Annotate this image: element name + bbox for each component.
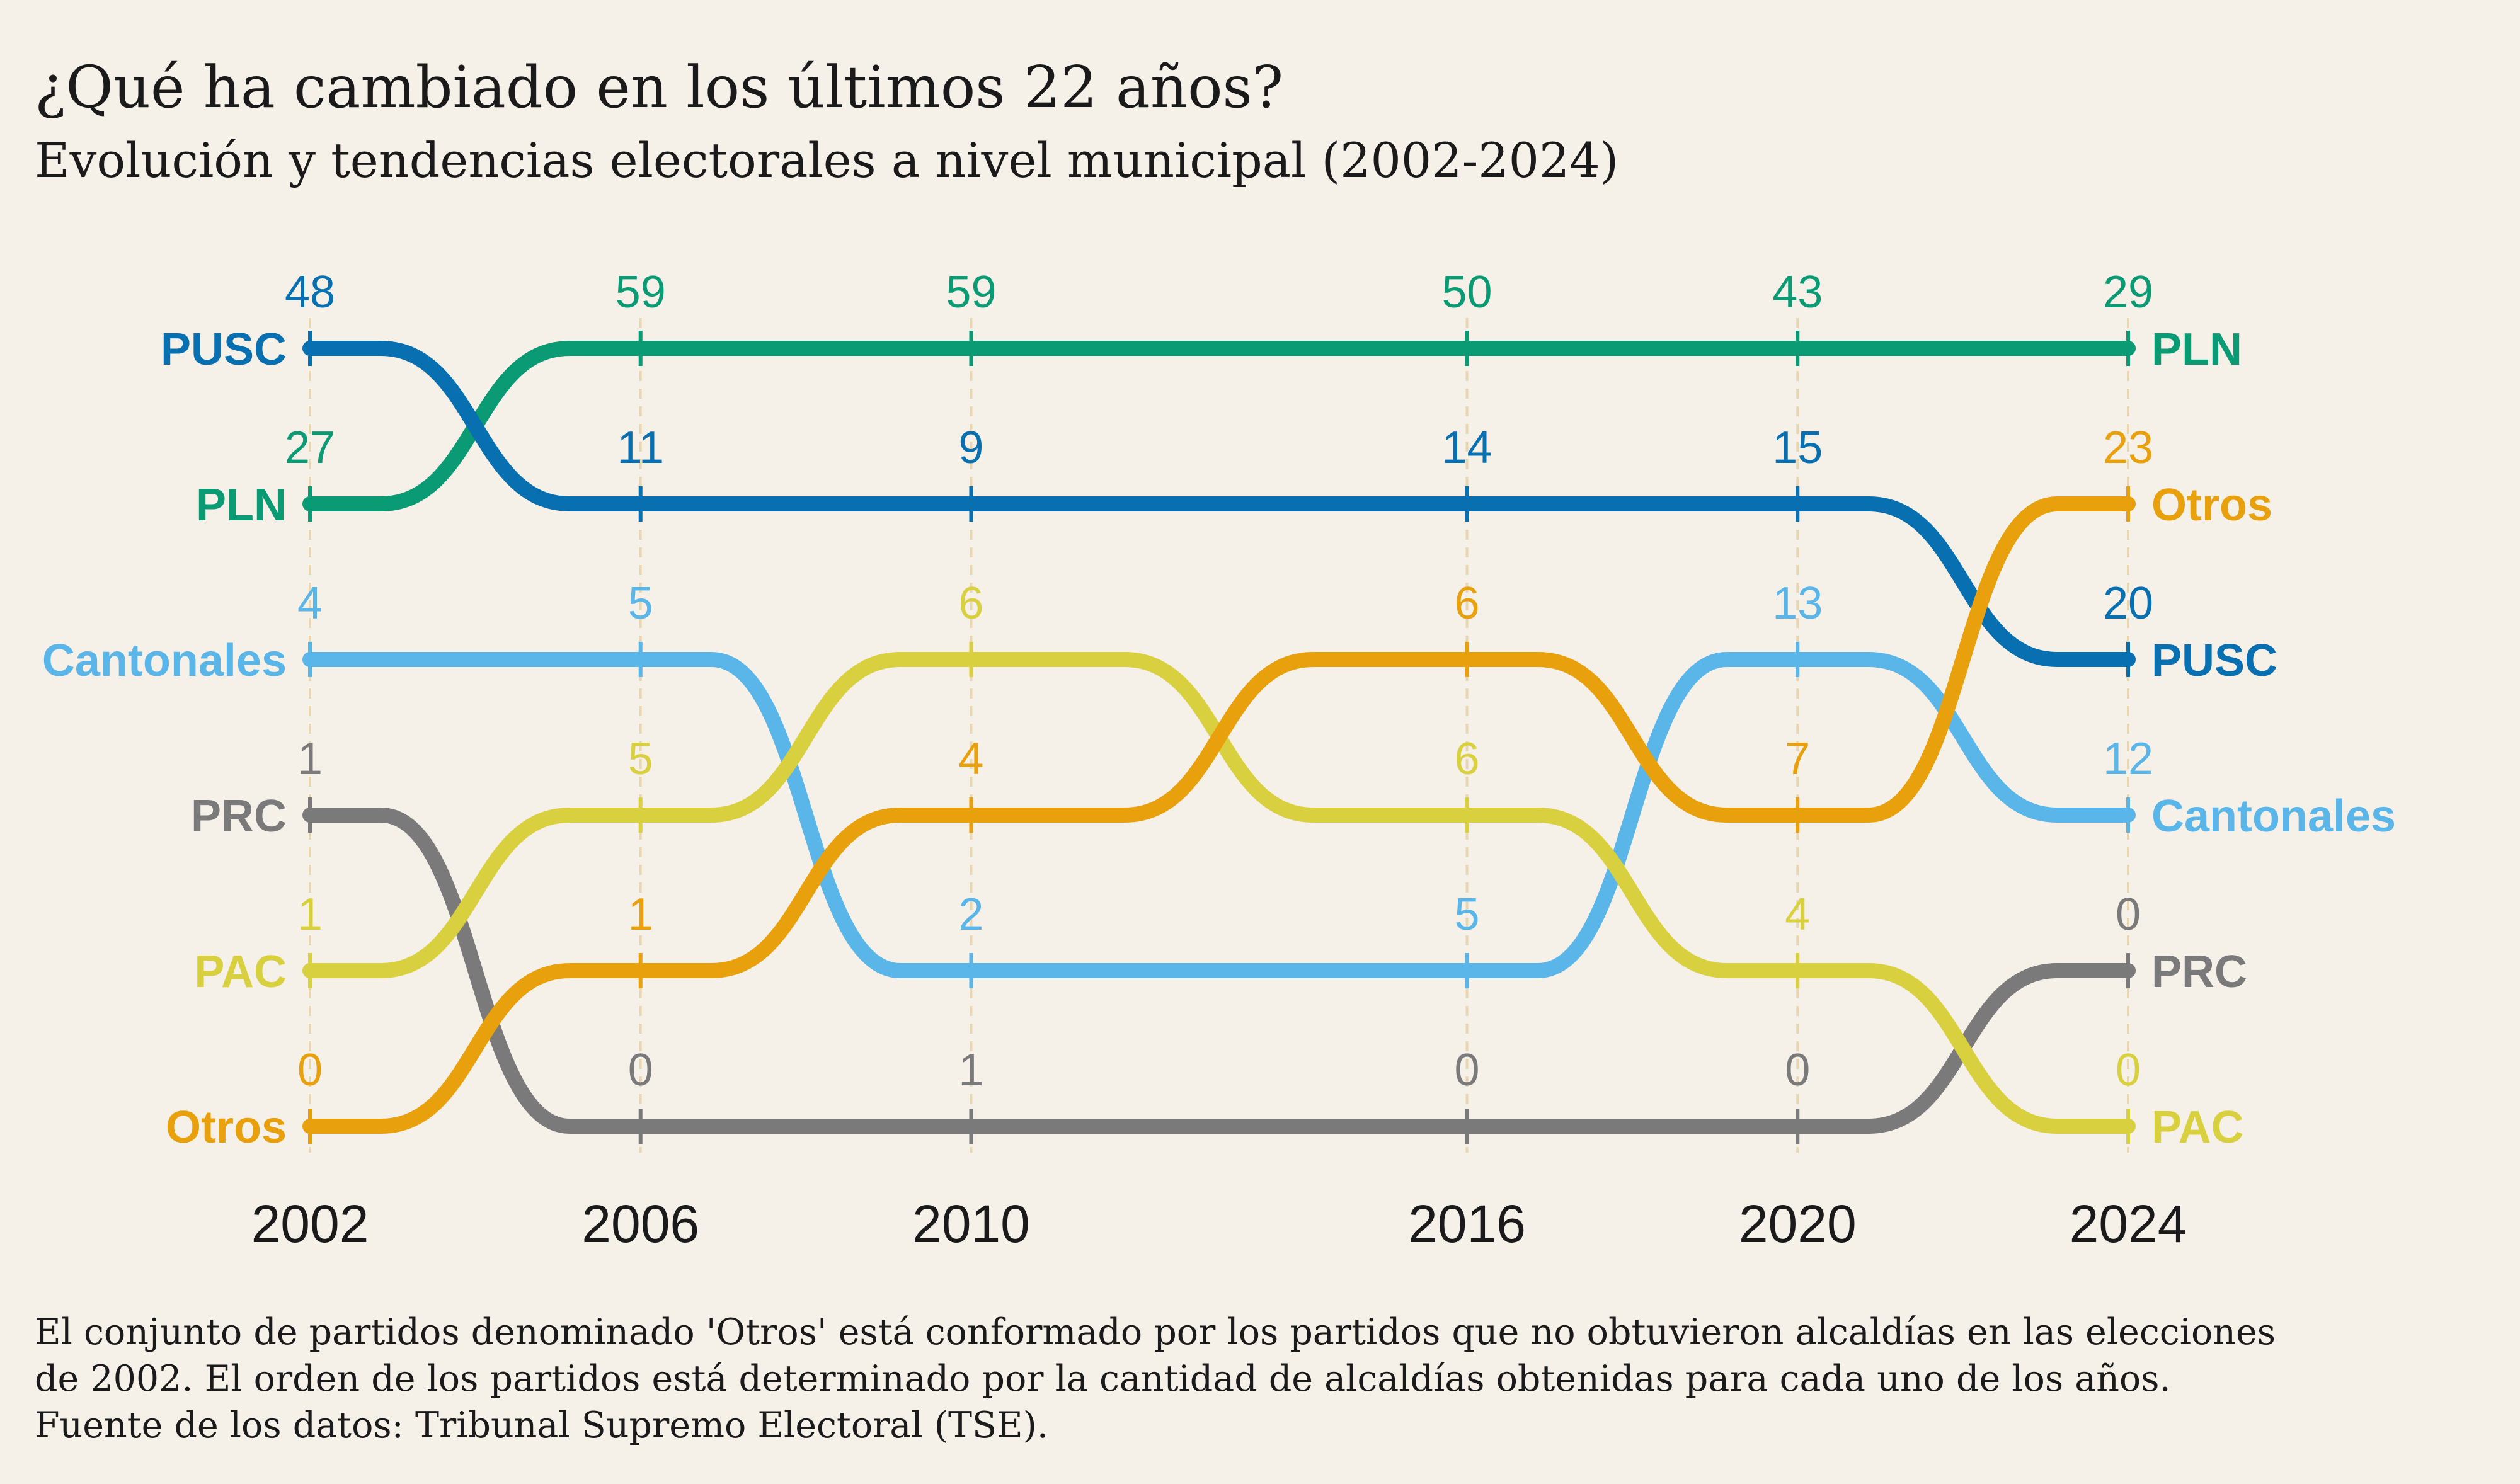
value-label: 1 [297,734,323,784]
value-label: 6 [958,578,983,629]
series-name-left: PLN [196,480,287,530]
chart-subtitle: Evolución y tendencias electorales a niv… [35,132,1619,188]
value-label: 0 [628,1045,653,1095]
value-label: 29 [2103,267,2153,317]
value-label: 59 [616,267,666,317]
series-line-otros [302,496,2136,1134]
series-line-pusc [302,341,2136,667]
x-tick-label: 2010 [912,1194,1030,1253]
value-label: 13 [1772,578,1823,629]
series-name-right: PLN [2151,324,2242,375]
value-label: 4 [958,734,983,784]
x-tick-label: 2016 [1408,1194,1526,1253]
series-name-right: PUSC [2151,636,2277,686]
series-name-right: Cantonales [2151,791,2396,842]
x-tick-label: 2006 [581,1194,699,1253]
year-ticks [308,331,2130,1144]
value-label: 6 [1455,578,1480,629]
x-axis: 2002 2006 2010 2016 2020 2024 [251,1194,2187,1253]
value-label: 20 [2103,578,2153,629]
value-label: 48 [285,267,335,317]
footnote-line: de 2002. El orden de los partidos está d… [35,1358,2171,1400]
series-name-left: PAC [194,947,287,997]
footnote-line: El conjunto de partidos denominado 'Otro… [35,1311,2276,1353]
value-label: 1 [297,889,323,940]
value-label: 23 [2103,423,2153,473]
series-name-left: Otros [166,1102,287,1153]
value-label: 0 [2116,1045,2141,1095]
value-label: 0 [297,1045,323,1095]
series-name-right: PAC [2151,1102,2244,1153]
value-label: 43 [1772,267,1823,317]
value-label: 2 [958,889,983,940]
series-name-left: PUSC [161,324,287,375]
series-names: PLN PLN PUSC PUSC Cantonales Cantonales PRC PRC… [42,324,2396,1153]
series-lines [302,340,2136,1134]
value-label: 0 [1455,1045,1480,1095]
series-name-right: PRC [2151,947,2247,997]
value-label: 11 [617,423,664,473]
footnote-line: Fuente de los datos: Tribunal Supremo El… [35,1405,1048,1446]
x-tick-label: 2024 [2070,1194,2187,1253]
series-line-cantonales [302,651,2136,979]
value-label: 1 [628,889,653,940]
x-tick-label: 2020 [1739,1194,1857,1253]
value-label: 59 [946,267,996,317]
value-label: 12 [2103,734,2153,784]
value-label: 5 [628,578,653,629]
value-label: 9 [958,423,983,473]
value-label: 5 [1455,889,1480,940]
value-label: 27 [285,423,335,473]
value-label: 0 [2116,889,2141,940]
value-label: 7 [1785,734,1810,784]
footnote: El conjunto de partidos denominado 'Otro… [35,1309,2504,1449]
grid-lines [309,318,2129,1153]
series-name-right: Otros [2151,480,2272,530]
series-line-prc [302,808,2136,1134]
value-label: 14 [1441,423,1492,473]
value-label: 15 [1772,423,1823,473]
value-label: 50 [1441,267,1492,317]
x-tick-label: 2002 [251,1194,369,1253]
value-label: 1 [958,1045,983,1095]
value-label: 6 [1455,734,1480,784]
series-name-left: PRC [191,791,287,842]
value-label: 5 [628,734,653,784]
value-label: 0 [1785,1045,1810,1095]
chart-title: ¿Qué ha cambiado en los últimos 22 años? [35,54,1284,121]
value-label: 4 [297,578,323,629]
series-line-pln [302,340,2136,511]
series-name-left: Cantonales [42,636,287,686]
value-label: 4 [1785,889,1810,940]
